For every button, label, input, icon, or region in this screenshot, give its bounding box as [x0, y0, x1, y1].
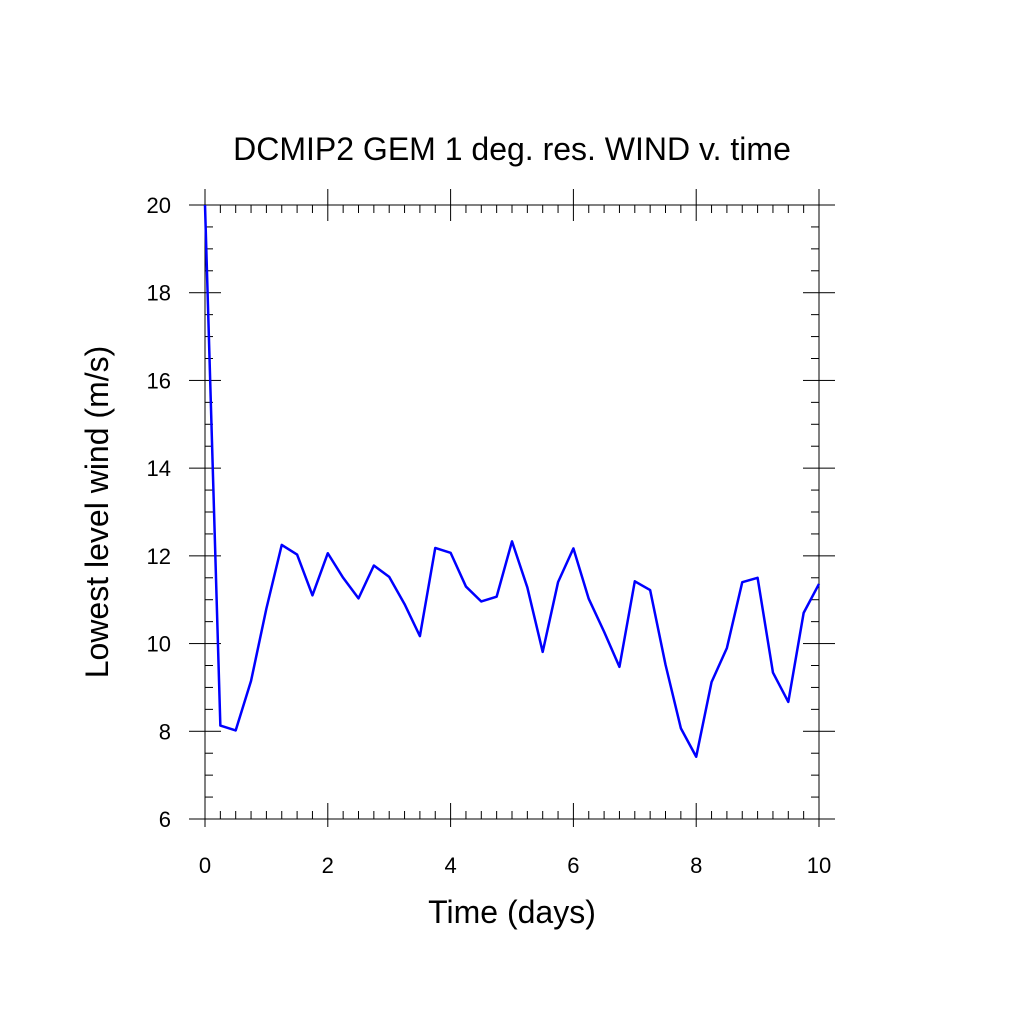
x-tick-label: 10: [807, 853, 831, 878]
x-tick-label: 2: [322, 853, 334, 878]
y-tick-label: 16: [147, 368, 171, 393]
x-tick-label: 8: [690, 853, 702, 878]
chart-title: DCMIP2 GEM 1 deg. res. WIND v. time: [233, 131, 791, 167]
x-axis-label: Time (days): [428, 894, 596, 930]
y-tick-label: 12: [147, 544, 171, 569]
y-tick-label: 14: [147, 456, 171, 481]
y-tick-label: 18: [147, 281, 171, 306]
y-tick-label: 8: [159, 719, 171, 744]
x-tick-label: 0: [199, 853, 211, 878]
y-tick-label: 6: [159, 807, 171, 832]
y-tick-label: 10: [147, 632, 171, 657]
axis-ticks: [189, 189, 835, 827]
tick-labels: 0 2 4 6 8 10 6 8 10 12 14 16 18 20: [147, 193, 832, 878]
plot-frame: [204, 204, 820, 820]
y-axis-label: Lowest level wind (m/s): [79, 346, 115, 679]
y-tick-label: 20: [147, 193, 171, 218]
series-line: [203, 204, 821, 758]
x-tick-label: 6: [567, 853, 579, 878]
x-tick-label: 4: [444, 853, 456, 878]
